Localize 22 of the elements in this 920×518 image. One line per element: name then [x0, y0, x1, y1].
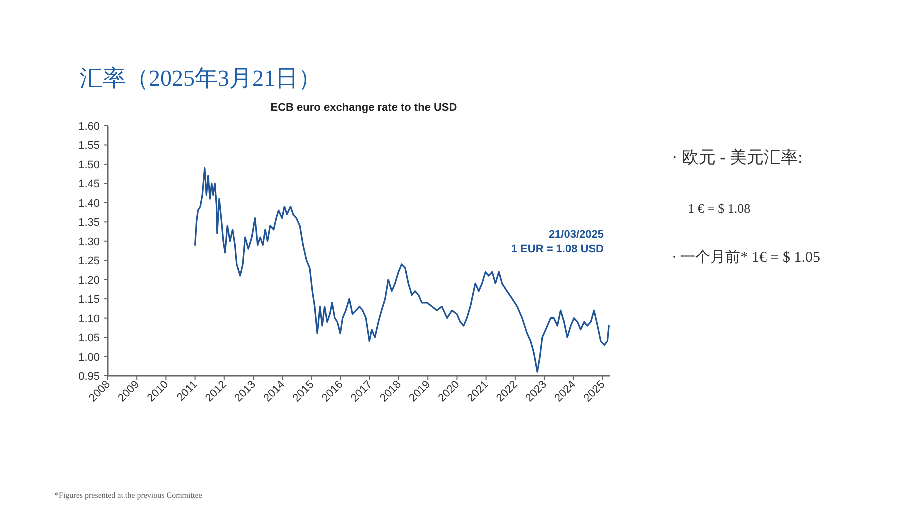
annotation: 21/03/2025 1 EUR = 1.08 USD	[511, 229, 604, 256]
y-tick-label: 1.05	[78, 332, 100, 345]
y-tick-label: 1.45	[78, 178, 100, 191]
y-tick-label: 1.10	[78, 313, 100, 326]
y-tick-label: 1.25	[78, 256, 100, 268]
y-tick-label: 1.40	[78, 198, 100, 210]
y-tick-label: 1.00	[78, 352, 100, 364]
text: 1 € = $ 1.08	[688, 201, 751, 216]
text: · 欧元 - 美元汇率:	[672, 148, 803, 167]
chart-title: ECB euro exchange rate to the USD	[270, 102, 458, 114]
y-tick-label: 1.20	[78, 274, 100, 287]
text: *Figures presented at the previous Committee	[55, 491, 203, 500]
y-tick-label: 1.50	[78, 159, 100, 172]
y-tick-label: 1.15	[78, 294, 100, 306]
text: · 一个月前* 1€ = $ 1.05	[672, 249, 820, 266]
y-tick-label: 1.55	[78, 140, 100, 152]
chart-subtitle: 汇率（2025年3月21日）	[80, 66, 322, 91]
y-tick-label: 1.30	[78, 236, 100, 248]
y-tick-label: 0.95	[78, 371, 100, 383]
y-tick-label: 1.35	[78, 217, 100, 230]
y-tick-label: 1.60	[78, 121, 100, 133]
line-series	[194, 168, 610, 373]
